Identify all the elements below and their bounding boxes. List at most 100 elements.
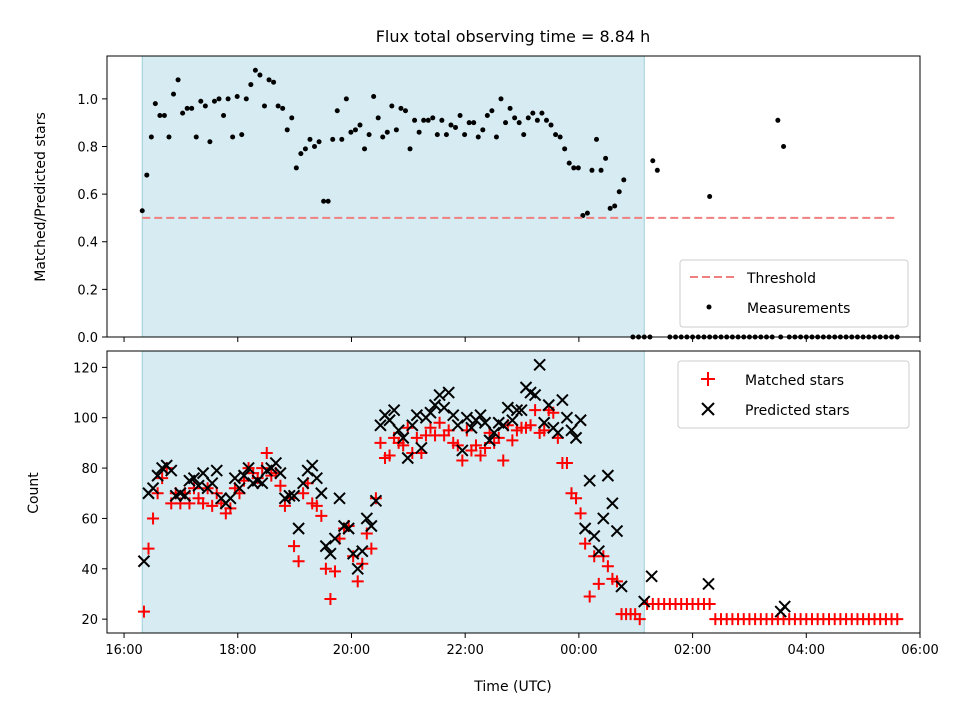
predicted-star-point <box>451 419 464 432</box>
matched-star-point <box>506 434 519 447</box>
predicted-star-point <box>351 562 364 576</box>
measurement-point <box>316 139 322 145</box>
matched-star-point <box>374 436 387 449</box>
predicted-star-points <box>137 358 791 618</box>
count-panel: 20 40 60 80 100 120 16:00 18:00 20:00 22:00 00:00… <box>26 350 939 695</box>
predicted-star-point <box>269 456 283 470</box>
predicted-star-point <box>474 408 487 422</box>
predicted-star-point <box>233 482 246 495</box>
predicted-star-point <box>565 424 578 437</box>
predicted-star-point <box>306 459 319 472</box>
predicted-star-point <box>583 474 596 487</box>
predicted-star-point <box>292 522 305 535</box>
predicted-star-point <box>392 424 405 437</box>
measurement-point <box>380 134 386 140</box>
matched-star-point <box>310 499 323 512</box>
x-tick-label: 00:00 <box>560 643 597 658</box>
matched-star-point <box>703 598 716 611</box>
predicted-star-point <box>346 547 360 560</box>
bottom-y-axis-label: Count <box>26 472 42 514</box>
measurement-point <box>230 134 236 140</box>
predicted-star-point <box>578 522 592 535</box>
measurement-point <box>471 120 477 126</box>
predicted-star-point <box>315 487 328 500</box>
x-tick-label: 02:00 <box>674 643 711 658</box>
predicted-star-point <box>528 388 542 402</box>
measurement-point <box>443 132 449 138</box>
measurement-point <box>621 177 627 183</box>
measurement-point <box>654 167 660 173</box>
bottom-legend: Matched stars Predicted stars <box>677 360 910 429</box>
measurement-point <box>475 134 481 140</box>
measurement-point <box>607 205 613 211</box>
measurement-point <box>430 115 436 121</box>
legend-predicted-label: Predicted stars <box>745 403 850 419</box>
predicted-star-point <box>383 414 396 427</box>
y-tick-label: 120 <box>73 361 98 376</box>
measurement-point <box>180 110 186 116</box>
bottom-axes-frame <box>106 350 921 634</box>
bottom-y-ticks: 20 40 60 80 100 120 <box>73 361 107 628</box>
matched-star-point <box>601 560 614 573</box>
measurement-point <box>525 115 531 121</box>
measurement-point <box>407 146 413 152</box>
predicted-star-point <box>537 416 551 429</box>
predicted-star-point <box>205 476 219 490</box>
measurement-point <box>334 108 340 114</box>
measurement-point <box>462 132 468 138</box>
measurement-point <box>425 117 431 123</box>
predicted-star-point <box>456 444 469 457</box>
y-tick-label: 20 <box>81 613 98 628</box>
measurement-point <box>521 132 527 138</box>
matched-star-point <box>433 416 446 429</box>
measurement-point <box>339 136 345 142</box>
predicted-star-point <box>396 431 410 445</box>
predicted-star-point <box>778 600 791 613</box>
matched-star-point <box>410 431 423 444</box>
predicted-star-point <box>224 492 237 505</box>
predicted-star-point <box>192 479 205 492</box>
measurement-point <box>302 146 308 152</box>
matched-star-point <box>274 479 287 492</box>
measurement-point <box>466 120 472 126</box>
measurement-point <box>289 115 295 121</box>
bottom-legend-box <box>677 360 910 429</box>
y-tick-label: 1.0 <box>77 93 98 108</box>
measurement-point <box>448 122 454 128</box>
predicted-star-point <box>460 411 474 424</box>
measurement-point <box>175 77 181 83</box>
measurement-point <box>330 136 336 142</box>
matched-star-point <box>456 454 469 467</box>
top-legend-box <box>679 259 909 328</box>
measurement-point <box>371 93 377 99</box>
predicted-star-point <box>165 464 178 477</box>
measurement-point <box>516 120 522 126</box>
measurement-point <box>171 91 177 97</box>
measurement-point <box>402 108 408 114</box>
predicted-star-point <box>210 464 223 477</box>
measurement-point <box>484 113 490 119</box>
measurement-point <box>548 122 554 128</box>
predicted-star-point <box>437 401 451 414</box>
measurement-point <box>152 101 158 107</box>
predicted-star-point <box>588 529 601 543</box>
matched-star-point <box>260 446 273 459</box>
measurement-point <box>239 132 245 138</box>
ratio-panel: 0.0 0.2 0.4 0.6 0.8 1.0 Matched/Predicted sta… <box>33 55 921 346</box>
measurement-point <box>157 113 163 119</box>
measurement-point <box>539 110 545 116</box>
y-tick-label: 40 <box>81 563 98 578</box>
predicted-star-point <box>401 451 414 465</box>
matched-star-point <box>351 575 364 588</box>
measurement-point <box>166 134 172 140</box>
measurement-point <box>225 96 231 102</box>
measurement-point <box>553 132 559 138</box>
measurement-point <box>202 103 208 109</box>
y-tick-label: 0.2 <box>77 283 98 298</box>
x-axis-label: Time (UTC) <box>473 679 551 695</box>
measurement-point <box>261 103 267 109</box>
predicted-star-point <box>510 403 524 417</box>
y-tick-label: 0.0 <box>77 331 98 346</box>
matched-star-point <box>319 562 332 575</box>
measurement-point <box>216 96 222 102</box>
